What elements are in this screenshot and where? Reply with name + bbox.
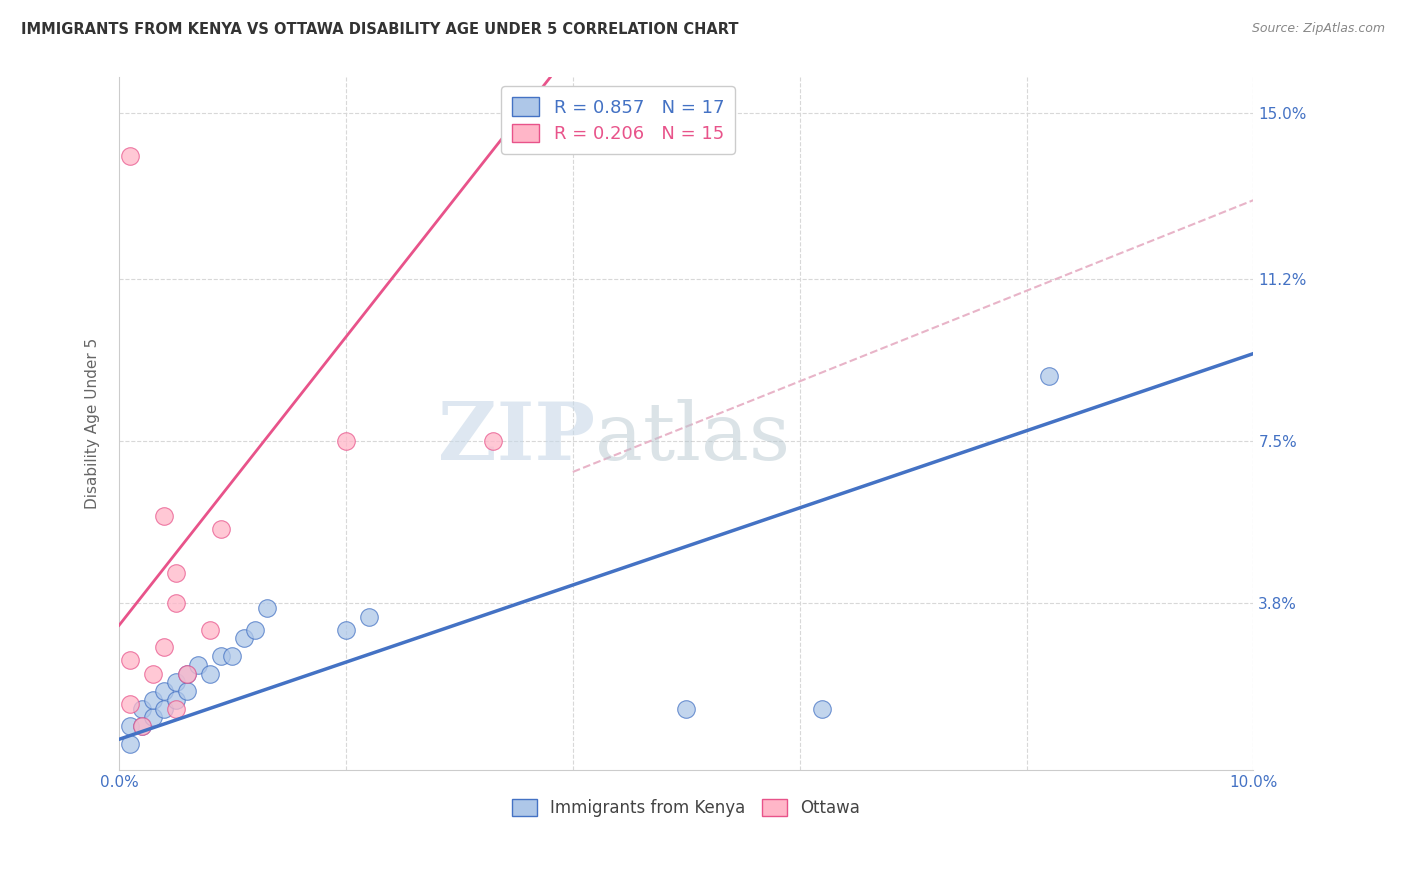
Point <box>153 701 176 715</box>
Point <box>256 600 278 615</box>
Point <box>165 596 187 610</box>
Point <box>153 684 176 698</box>
Point <box>243 623 266 637</box>
Point <box>142 693 165 707</box>
Point <box>811 701 834 715</box>
Point <box>120 149 142 163</box>
Point <box>153 508 176 523</box>
Point <box>120 737 142 751</box>
Legend: Immigrants from Kenya, Ottawa: Immigrants from Kenya, Ottawa <box>505 792 868 824</box>
Point <box>176 666 198 681</box>
Point <box>131 719 153 733</box>
Point <box>165 693 187 707</box>
Point <box>131 719 153 733</box>
Point <box>131 701 153 715</box>
Point <box>120 698 142 712</box>
Point <box>209 648 232 663</box>
Text: Source: ZipAtlas.com: Source: ZipAtlas.com <box>1251 22 1385 36</box>
Point <box>335 623 357 637</box>
Point <box>209 522 232 536</box>
Text: IMMIGRANTS FROM KENYA VS OTTAWA DISABILITY AGE UNDER 5 CORRELATION CHART: IMMIGRANTS FROM KENYA VS OTTAWA DISABILI… <box>21 22 738 37</box>
Point <box>176 666 198 681</box>
Point <box>176 684 198 698</box>
Point <box>165 566 187 580</box>
Point <box>142 666 165 681</box>
Point <box>198 666 221 681</box>
Point <box>1038 368 1060 383</box>
Point <box>142 710 165 724</box>
Point <box>165 675 187 690</box>
Point <box>232 632 254 646</box>
Point <box>675 701 697 715</box>
Point <box>482 434 505 449</box>
Point <box>120 653 142 667</box>
Y-axis label: Disability Age Under 5: Disability Age Under 5 <box>86 338 100 509</box>
Point <box>187 657 209 672</box>
Point <box>198 623 221 637</box>
Point <box>165 701 187 715</box>
Point <box>335 434 357 449</box>
Point <box>153 640 176 655</box>
Point <box>221 648 243 663</box>
Text: atlas: atlas <box>596 399 790 476</box>
Point <box>120 719 142 733</box>
Point <box>357 609 380 624</box>
Text: ZIP: ZIP <box>439 399 596 476</box>
